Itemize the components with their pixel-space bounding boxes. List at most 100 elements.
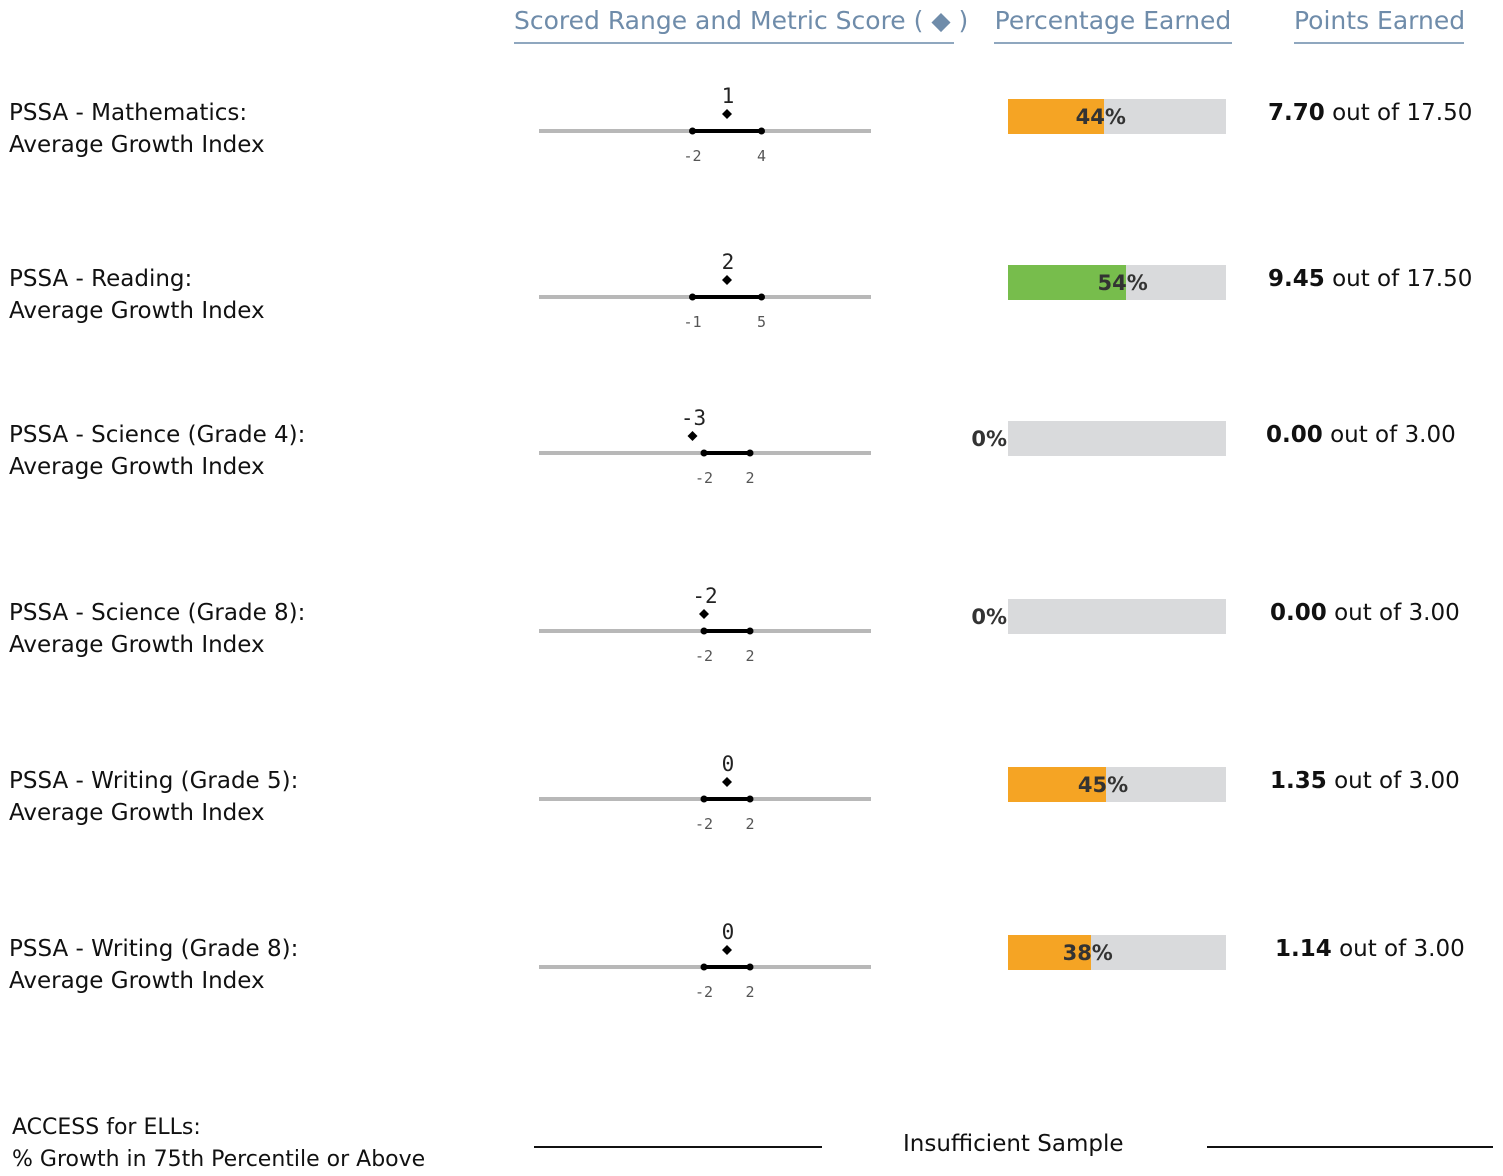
points-out-of-text: out of [1334, 600, 1402, 626]
points-possible-value: 3.00 [1413, 936, 1465, 962]
points-earned: 1.35 out of 3.00 [1270, 765, 1460, 797]
points-out-of-text: out of [1332, 266, 1400, 292]
percentage-value: 54% [1097, 271, 1148, 295]
metric-label: PSSA - Science (Grade 8): Average Growth … [9, 597, 305, 661]
metric-label-line2: Average Growth Index [9, 800, 265, 826]
range-low-endpoint [700, 449, 708, 457]
range-high-endpoint [746, 795, 754, 803]
range-low-label: -2 [683, 147, 701, 165]
range-low-endpoint [700, 627, 708, 635]
metric-label-line2: Average Growth Index [9, 454, 265, 480]
percentage-bar: 38% [1008, 935, 1226, 970]
range-low-label: -2 [695, 647, 713, 665]
percentage-bar-fill [1008, 99, 1104, 134]
metric-label-line1: PSSA - Science (Grade 4): [9, 422, 306, 448]
metric-label: PSSA - Science (Grade 4): Average Growth … [9, 419, 305, 483]
range-low-label: -1 [683, 313, 701, 331]
points-possible-value: 3.00 [1404, 422, 1456, 448]
metric-label: PSSA - Writing (Grade 8): Average Growth … [9, 933, 298, 997]
points-possible-value: 3.00 [1408, 768, 1460, 794]
points-out-of-text: out of [1330, 422, 1398, 448]
access-label-line1: ACCESS for ELLs: [12, 1115, 201, 1140]
range-high-label: 4 [757, 147, 766, 165]
points-earned: 7.70 out of 17.50 [1268, 97, 1472, 129]
metric-label-line1: PSSA - Reading: [9, 266, 193, 292]
access-divider-left [534, 1146, 822, 1148]
percentage-bar-fill [1008, 265, 1126, 300]
metric-label-line2: Average Growth Index [9, 632, 265, 658]
score-range-scale: -2 2 -2 [539, 584, 871, 665]
header-percentage-earned: Percentage Earned [994, 6, 1232, 44]
range-high-endpoint [746, 963, 754, 971]
header-points-earned: Points Earned [1294, 6, 1465, 44]
points-out-of-text: out of [1339, 936, 1407, 962]
percentage-value: 44% [1075, 105, 1126, 129]
range-low-label: -2 [695, 469, 713, 487]
range-high-label: 2 [745, 815, 754, 833]
metric-score-diamond [687, 431, 698, 441]
metric-row: PSSA - Writing (Grade 5): Average Growth … [0, 752, 1503, 885]
metric-row: PSSA - Science (Grade 8): Average Growth … [0, 584, 1503, 717]
score-range-scale: -2 2 0 [539, 920, 871, 1001]
range-low-endpoint [689, 293, 696, 301]
metric-label: PSSA - Mathematics: Average Growth Index [9, 97, 265, 161]
metric-score-diamond [722, 777, 732, 787]
range-high-endpoint [758, 127, 765, 135]
range-low-label: -2 [695, 983, 713, 1001]
metric-label-line2: Average Growth Index [9, 132, 265, 158]
points-earned-value: 9.45 [1268, 266, 1325, 292]
percentage-value: 38% [1062, 941, 1113, 965]
points-possible-value: 17.50 [1406, 100, 1473, 126]
range-high-label: 2 [745, 983, 754, 1001]
range-high-label: 2 [745, 469, 754, 487]
range-high-endpoint [746, 449, 754, 457]
metric-score-diamond [722, 945, 732, 955]
range-high-label: 2 [745, 647, 754, 665]
score-range-scale: -2 4 1 [539, 84, 871, 165]
points-possible-value: 3.00 [1408, 600, 1460, 626]
range-low-label: -2 [695, 815, 713, 833]
metric-label-line1: PSSA - Writing (Grade 8): [9, 936, 299, 962]
metric-label: PSSA - Reading: Average Growth Index [9, 263, 265, 327]
header-scored-range: Scored Range and Metric Score ( ◆ ) [514, 6, 968, 44]
access-divider-right [1207, 1146, 1493, 1148]
metric-label-line2: Average Growth Index [9, 298, 265, 324]
score-range-scale: -2 2 -3 [539, 406, 871, 487]
percentage-bar: 44% [1008, 99, 1226, 134]
percentage-value: 45% [1077, 773, 1129, 797]
metric-row: PSSA - Reading: Average Growth Index -1 5 2 5… [0, 250, 1503, 383]
score-range-scale: -2 2 0 [539, 752, 871, 833]
range-high-endpoint [758, 293, 765, 301]
metric-score-value: 0 [722, 920, 735, 944]
points-earned: 1.14 out of 3.00 [1275, 933, 1465, 965]
metric-label: PSSA - Writing (Grade 5): Average Growth … [9, 765, 298, 829]
points-earned-value: 1.35 [1270, 768, 1327, 794]
metric-score-value: -2 [692, 584, 717, 608]
points-earned: 0.00 out of 3.00 [1270, 597, 1460, 629]
range-low-endpoint [700, 795, 708, 803]
diamond-icon: ( ◆ ) [913, 6, 969, 35]
metric-score-value: 1 [722, 84, 735, 108]
percentage-bar: 0% [971, 421, 1226, 456]
metric-score-value: 0 [722, 752, 735, 776]
points-earned-value: 0.00 [1270, 600, 1327, 626]
metric-score-value: -3 [681, 406, 706, 430]
range-high-endpoint [746, 627, 754, 635]
points-earned-value: 0.00 [1266, 422, 1323, 448]
range-high-label: 5 [757, 313, 766, 331]
metric-row: PSSA - Science (Grade 4): Average Growth … [0, 406, 1503, 539]
metric-row: PSSA - Writing (Grade 8): Average Growth … [0, 920, 1503, 1053]
percentage-bar: 45% [1008, 767, 1226, 802]
metric-score-diamond [722, 109, 732, 119]
metric-label-line1: PSSA - Writing (Grade 5): [9, 768, 299, 794]
metric-score-diamond [722, 275, 732, 285]
points-possible-value: 17.50 [1406, 266, 1473, 292]
points-out-of-text: out of [1334, 768, 1402, 794]
header-scored-range-label: Scored Range and Metric Score [514, 6, 906, 35]
points-earned-value: 1.14 [1275, 936, 1332, 962]
metric-label-line2: Average Growth Index [9, 968, 265, 994]
points-earned-value: 7.70 [1268, 100, 1325, 126]
range-low-endpoint [689, 127, 696, 135]
access-label-line2: % Growth in 75th Percentile or Above [12, 1147, 426, 1172]
metric-label-line1: PSSA - Science (Grade 8): [9, 600, 306, 626]
